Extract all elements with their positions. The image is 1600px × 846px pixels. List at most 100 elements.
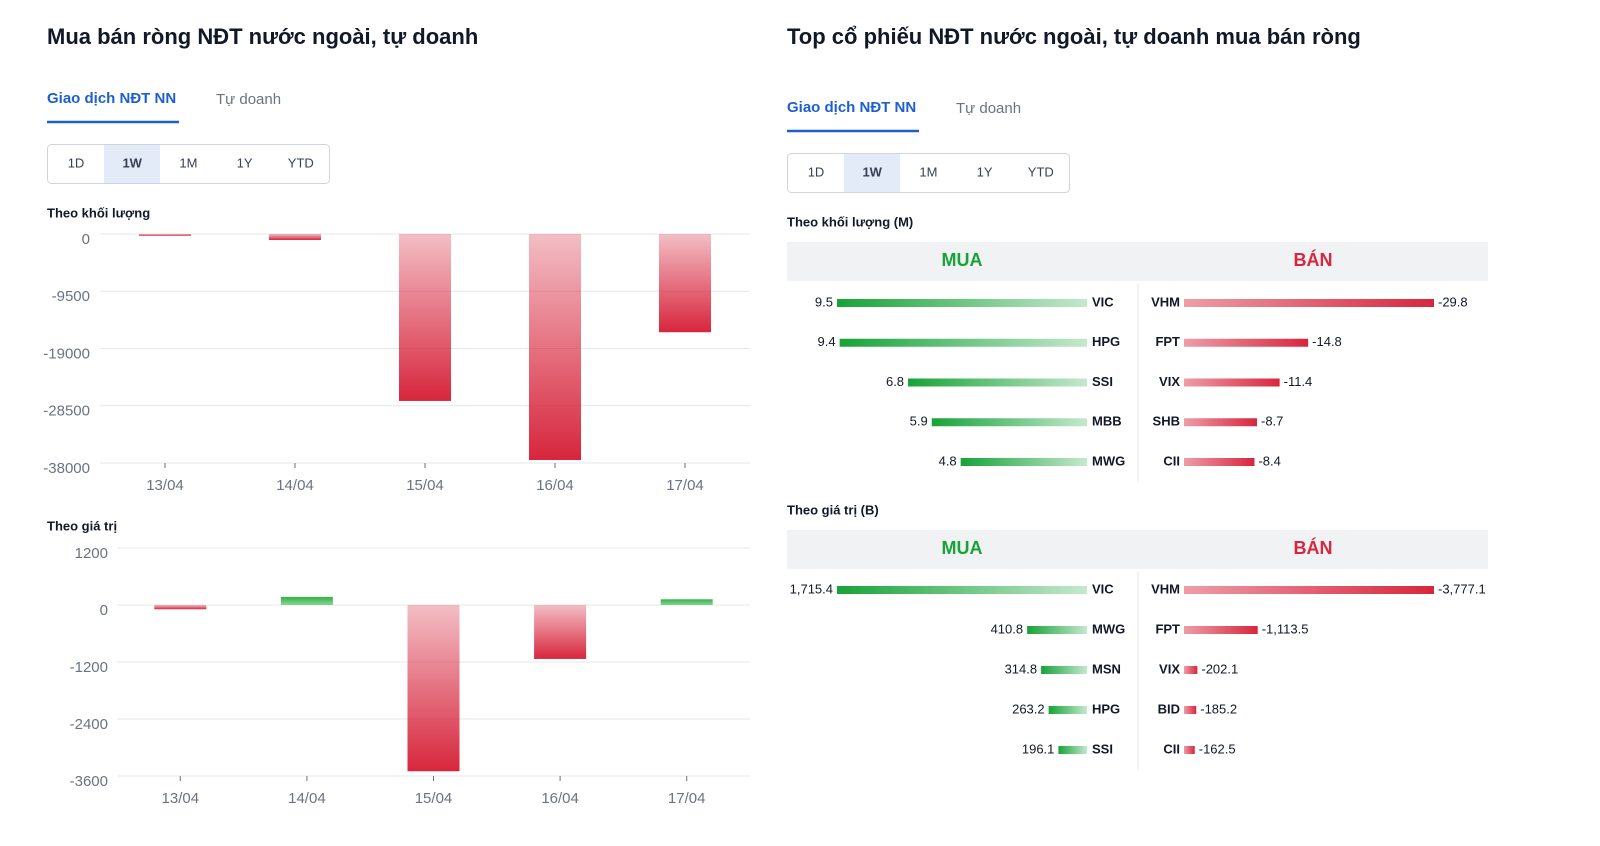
section-title: Theo giá trị (B): [787, 502, 879, 517]
bar: [931, 418, 1087, 427]
period-button[interactable]: 1D: [68, 155, 85, 170]
period-button[interactable]: 1D: [808, 164, 825, 179]
x-tick-label: 16/04: [541, 790, 579, 807]
bar: [908, 378, 1087, 387]
panel-title: Mua bán ròng NĐT nước ngoài, tự doanh: [47, 24, 478, 49]
x-tick-label: 13/04: [146, 477, 184, 494]
period-active: [844, 154, 900, 192]
value-label: -1,113.5: [1262, 621, 1309, 636]
period-button[interactable]: 1M: [919, 164, 937, 179]
bar: [1184, 338, 1309, 347]
x-tick-label: 17/04: [668, 790, 706, 807]
list-header-label: MUA: [942, 250, 983, 270]
ticker: VHM: [1151, 581, 1180, 596]
bar: [837, 299, 1087, 307]
y-tick-label: -2400: [70, 716, 108, 733]
ticker: VIC: [1092, 581, 1114, 596]
ticker: BID: [1158, 701, 1180, 716]
bar: [1184, 458, 1255, 466]
period-button[interactable]: 1W: [862, 164, 882, 179]
period-button[interactable]: YTD: [288, 155, 314, 170]
ticker: FPT: [1155, 334, 1180, 349]
x-tick-label: 13/04: [162, 790, 200, 807]
ticker: SHB: [1153, 414, 1180, 429]
x-tick-label: 14/04: [288, 790, 326, 807]
value-label: 196.1: [1022, 741, 1055, 756]
tab[interactable]: Tự doanh: [216, 91, 281, 108]
ticker: MBB: [1092, 414, 1122, 429]
value-label: 4.8: [939, 453, 957, 468]
value-label: -29.8: [1438, 294, 1468, 309]
value-label: -14.8: [1312, 334, 1342, 349]
value-label: -11.4: [1284, 374, 1313, 389]
y-tick-label: -9500: [52, 288, 90, 305]
y-tick-label: -38000: [43, 460, 90, 477]
value-label: -162.5: [1199, 741, 1236, 756]
bar: [1184, 586, 1434, 594]
value-label: 410.8: [991, 621, 1024, 636]
bar: [837, 586, 1087, 594]
bar: [1048, 706, 1087, 714]
bar: [407, 605, 460, 772]
bar: [659, 234, 711, 333]
list-header: [787, 530, 1488, 569]
bar: [269, 234, 321, 241]
section-title: Theo khối lượng (M): [787, 214, 913, 229]
y-tick-label: 1200: [75, 545, 108, 562]
y-tick-label: 0: [100, 602, 108, 619]
ticker: SSI: [1092, 374, 1113, 389]
y-tick-label: -28500: [43, 403, 90, 420]
bar: [660, 599, 713, 605]
value-label: 9.4: [818, 334, 836, 349]
ticker: HPG: [1092, 701, 1120, 716]
list-header: [787, 242, 1488, 281]
period-button[interactable]: 1Y: [977, 164, 993, 179]
list-header-label: BÁN: [1294, 537, 1333, 558]
value-label: -8.7: [1261, 414, 1283, 429]
ticker: CII: [1163, 741, 1180, 756]
value-label: 1,715.4: [790, 581, 833, 596]
bar: [960, 458, 1087, 466]
y-tick-label: -3600: [70, 773, 108, 790]
ticker: MWG: [1092, 621, 1125, 636]
bar: [1184, 666, 1198, 674]
ticker: MWG: [1092, 453, 1125, 468]
bar: [1058, 746, 1087, 754]
list-header-label: MUA: [942, 538, 983, 558]
period-button[interactable]: 1M: [179, 155, 197, 170]
bar: [1184, 706, 1197, 714]
x-tick-label: 15/04: [415, 790, 453, 807]
ticker: FPT: [1155, 621, 1180, 636]
list-header-label: BÁN: [1294, 249, 1333, 270]
bar: [839, 338, 1087, 347]
section-title: Theo khối lượng: [47, 205, 150, 220]
bar: [154, 605, 207, 610]
bar: [1184, 378, 1280, 387]
x-tick-label: 15/04: [406, 477, 444, 494]
value-label: 6.8: [886, 374, 904, 389]
ticker: VHM: [1151, 294, 1180, 309]
period-button[interactable]: YTD: [1028, 164, 1054, 179]
value-label: -8.4: [1258, 453, 1280, 468]
tab[interactable]: Giao dịch NĐT NN: [787, 99, 916, 116]
bar: [534, 605, 587, 659]
tab[interactable]: Tự doanh: [956, 100, 1021, 117]
x-tick-label: 14/04: [276, 477, 314, 494]
bar: [529, 234, 581, 460]
bar: [1041, 666, 1087, 674]
tab[interactable]: Giao dịch NĐT NN: [47, 90, 176, 107]
x-tick-label: 17/04: [666, 477, 704, 494]
ticker: VIX: [1159, 374, 1180, 389]
bar: [1184, 626, 1258, 634]
period-button[interactable]: 1Y: [237, 155, 253, 170]
period-button[interactable]: 1W: [122, 155, 142, 170]
panel-title: Top cổ phiếu NĐT nước ngoài, tự doanh mu…: [787, 24, 1361, 49]
ticker: HPG: [1092, 334, 1120, 349]
value-label: 314.8: [1005, 661, 1038, 676]
value-label: 263.2: [1012, 701, 1045, 716]
bar: [139, 234, 191, 236]
y-tick-label: -1200: [70, 659, 108, 676]
bar: [1184, 418, 1257, 427]
